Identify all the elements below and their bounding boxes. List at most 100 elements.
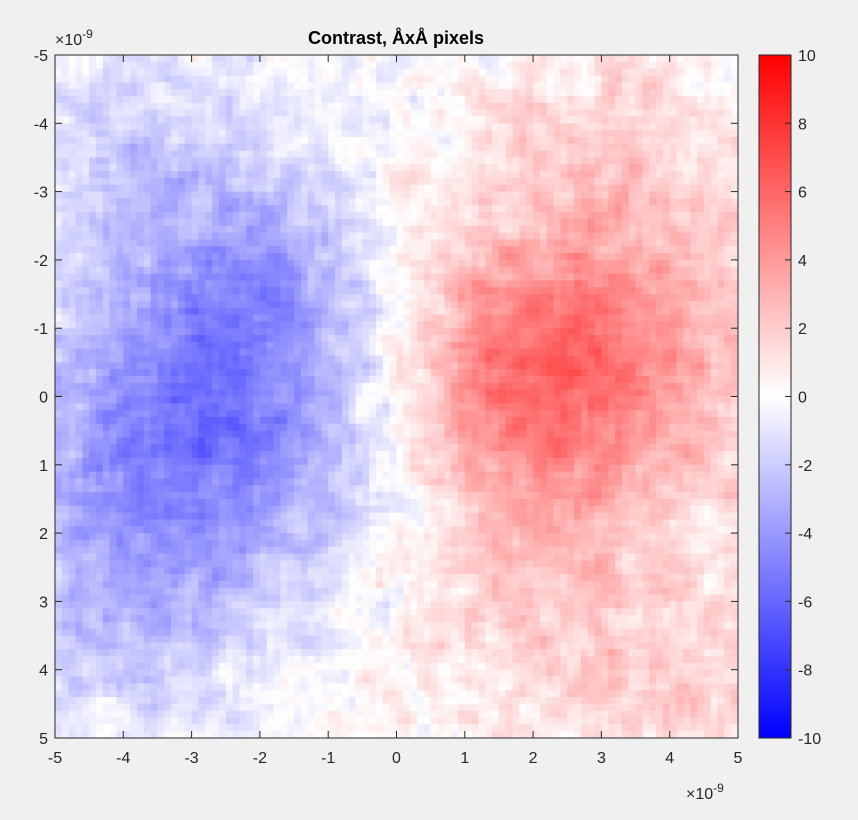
heatmap-cell	[348, 266, 356, 274]
heatmap-cell	[355, 109, 363, 117]
heatmap-cell	[123, 328, 131, 336]
heatmap-cell	[512, 362, 520, 370]
heatmap-cell	[635, 246, 643, 254]
heatmap-cell	[676, 191, 684, 199]
heatmap-cell	[451, 55, 459, 63]
heatmap-cell	[567, 369, 575, 377]
heatmap-cell	[574, 266, 582, 274]
heatmap-cell	[287, 225, 295, 233]
heatmap-cell	[130, 123, 138, 131]
heatmap-cell	[328, 198, 336, 206]
heatmap-cell	[157, 123, 165, 131]
heatmap-cell	[362, 294, 370, 302]
heatmap-cell	[580, 75, 589, 83]
heatmap-cell	[89, 259, 97, 268]
heatmap-cell	[157, 82, 165, 90]
heatmap-cell	[150, 362, 158, 370]
heatmap-cell	[300, 150, 309, 158]
heatmap-cell	[396, 287, 404, 295]
heatmap-cell	[355, 75, 363, 83]
heatmap-cell	[321, 355, 329, 363]
heatmap-cell	[539, 239, 548, 247]
heatmap-cell	[553, 328, 561, 336]
heatmap-cell	[662, 177, 671, 186]
heatmap-cell	[259, 184, 268, 192]
heatmap-cell	[150, 369, 158, 377]
heatmap-cell	[123, 143, 131, 152]
heatmap-cell	[376, 130, 384, 138]
heatmap-cell	[218, 355, 227, 363]
heatmap-cell	[61, 109, 70, 117]
heatmap-cell	[662, 246, 671, 254]
heatmap-cell	[649, 287, 657, 295]
heatmap-cell	[608, 321, 616, 329]
heatmap-cell	[355, 191, 363, 199]
heatmap-cell	[690, 376, 698, 384]
heatmap-cell	[560, 335, 568, 343]
heatmap-cell	[225, 171, 233, 179]
heatmap-cell	[89, 95, 97, 104]
heatmap-cell	[68, 205, 76, 213]
heatmap-cell	[416, 253, 425, 261]
heatmap-cell	[574, 348, 582, 356]
heatmap-cell	[212, 184, 220, 192]
heatmap-cell	[410, 287, 418, 295]
heatmap-cell	[89, 184, 97, 192]
heatmap-cell	[430, 300, 438, 309]
heatmap-cell	[335, 348, 343, 356]
heatmap-cell	[341, 55, 350, 63]
heatmap-cell	[225, 382, 233, 391]
heatmap-cell	[669, 362, 677, 370]
heatmap-cell	[669, 307, 677, 315]
heatmap-cell	[362, 376, 370, 384]
heatmap-cell	[526, 314, 534, 322]
heatmap-cell	[444, 212, 452, 220]
heatmap-cell	[710, 239, 718, 247]
heatmap-cell	[143, 198, 152, 206]
heatmap-cell	[430, 150, 438, 158]
heatmap-cell	[662, 362, 671, 370]
heatmap-cell	[403, 89, 411, 97]
heatmap-cell	[621, 136, 630, 145]
heatmap-cell	[355, 225, 363, 233]
heatmap-cell	[259, 143, 268, 152]
heatmap-cell	[369, 239, 377, 247]
heatmap-cell	[75, 335, 83, 343]
heatmap-cell	[273, 246, 281, 254]
heatmap-cell	[697, 328, 705, 336]
heatmap-cell	[307, 253, 315, 261]
heatmap-cell	[560, 246, 568, 254]
heatmap-cell	[703, 205, 712, 213]
heatmap-cell	[253, 130, 261, 138]
heatmap-cell	[587, 102, 595, 111]
heatmap-cell	[731, 212, 739, 220]
heatmap-cell	[246, 116, 254, 124]
heatmap-cell	[348, 136, 356, 145]
heatmap-cell	[212, 328, 220, 336]
heatmap-cell	[95, 232, 104, 240]
heatmap-cell	[628, 300, 636, 309]
heatmap-cell	[703, 68, 712, 76]
heatmap-cell	[505, 259, 514, 268]
heatmap-cell	[560, 273, 568, 281]
heatmap-cell	[130, 116, 138, 124]
heatmap-cell	[321, 259, 329, 268]
heatmap-cell	[75, 239, 83, 247]
heatmap-cell	[396, 116, 404, 124]
heatmap-cell	[697, 55, 705, 63]
heatmap-cell	[717, 61, 725, 70]
heatmap-cell	[580, 61, 589, 70]
heatmap-cell	[690, 164, 698, 172]
heatmap-cell	[164, 75, 172, 83]
heatmap-cell	[662, 143, 671, 152]
heatmap-cell	[635, 212, 643, 220]
heatmap-cell	[287, 171, 295, 179]
heatmap-cell	[75, 307, 83, 315]
heatmap-cell	[239, 218, 247, 227]
heatmap-cell	[95, 355, 104, 363]
heatmap-cell	[102, 225, 111, 233]
heatmap-cell	[703, 150, 712, 158]
heatmap-cell	[157, 225, 165, 233]
heatmap-cell	[587, 143, 595, 152]
